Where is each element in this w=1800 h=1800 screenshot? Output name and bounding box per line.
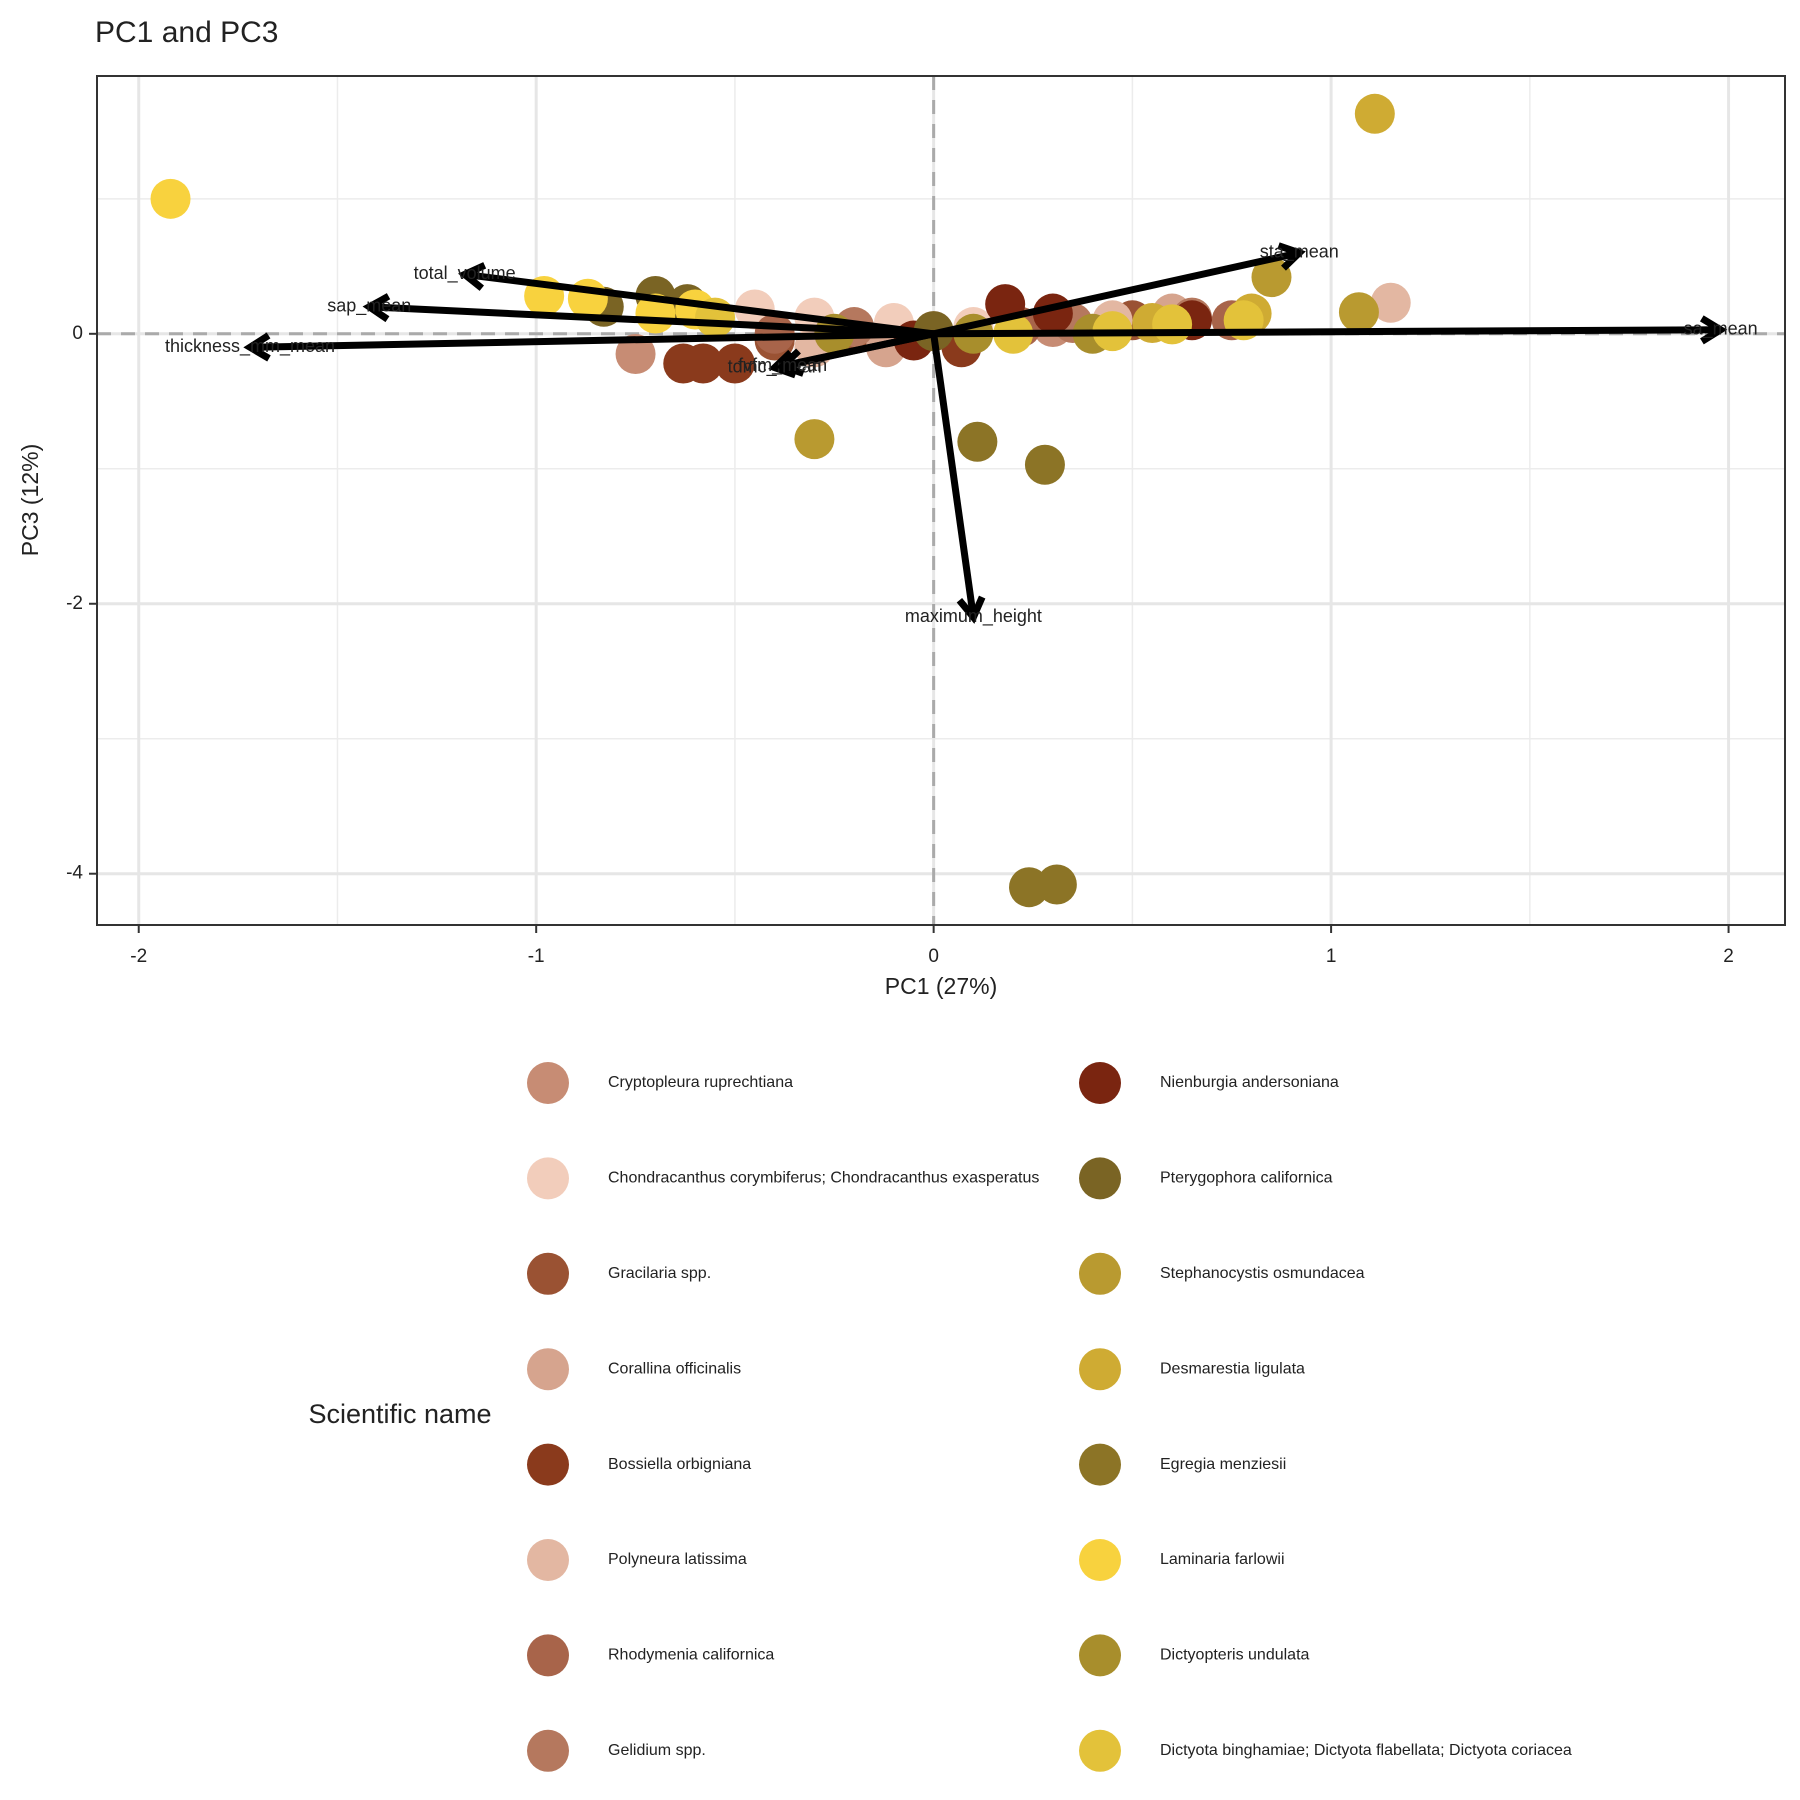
point xyxy=(1024,444,1065,485)
arrow-head xyxy=(1699,315,1728,345)
loading-label: sta_mean xyxy=(1260,242,1339,263)
legend-swatch xyxy=(1079,1729,1121,1772)
legend-swatch xyxy=(1079,1252,1121,1295)
x-tick-label: -2 xyxy=(130,946,147,967)
point xyxy=(794,419,835,460)
legend-label: Cryptopleura ruprechtiana xyxy=(608,1074,793,1091)
legend-label: Dictyopteris undulata xyxy=(1160,1647,1310,1664)
legend-swatch xyxy=(527,1634,569,1677)
x-tick-label: -1 xyxy=(528,946,545,967)
legend-swatch xyxy=(1079,1157,1121,1200)
loading-label: fvfm_mean xyxy=(738,355,827,376)
legend-label: Pterygophora californica xyxy=(1160,1170,1333,1187)
point xyxy=(1251,257,1292,298)
legend-swatch xyxy=(527,1252,569,1295)
arrow-head xyxy=(243,332,271,362)
point xyxy=(1152,304,1193,345)
legend-label: Gelidium spp. xyxy=(608,1742,706,1759)
x-tick-label: 0 xyxy=(928,946,939,967)
arrow-head xyxy=(956,595,986,624)
legend-swatch xyxy=(527,1062,569,1104)
legend-label: Bossiella orbigniana xyxy=(608,1456,751,1473)
legend-label: Nienburgia andersoniana xyxy=(1160,1074,1339,1091)
legend-swatch xyxy=(1079,1539,1121,1581)
legend-swatch xyxy=(1079,1443,1121,1486)
y-tick-label: -4 xyxy=(66,863,83,884)
point xyxy=(1036,864,1077,905)
legend-title: Scientific name xyxy=(308,1399,491,1429)
y-axis-label: PC3 (12%) xyxy=(17,444,43,556)
point xyxy=(615,334,656,375)
arrow-head xyxy=(768,349,797,379)
x-tick-label: 1 xyxy=(1326,946,1337,967)
legend-swatch xyxy=(1079,1348,1121,1391)
legend-swatch xyxy=(1079,1634,1121,1677)
legend-swatch xyxy=(1079,1062,1121,1104)
loading-arrow xyxy=(933,326,1721,338)
chart-title: PC1 and PC3 xyxy=(95,16,278,49)
loading-label: thickness_mm_mean xyxy=(165,336,335,357)
legend-swatch xyxy=(527,1539,569,1581)
loading-arrow xyxy=(930,333,977,618)
point xyxy=(1338,292,1379,333)
legend-label: Polyneura latissima xyxy=(608,1551,747,1568)
point xyxy=(1354,93,1395,134)
loading-label: sa_mean xyxy=(1684,319,1758,340)
y-tick-label: 0 xyxy=(72,323,83,344)
legend-label: Laminaria farlowii xyxy=(1160,1551,1285,1568)
legend-swatch xyxy=(527,1443,569,1486)
point xyxy=(150,178,191,219)
loading-label: sap_mean xyxy=(327,296,411,317)
plot-border xyxy=(96,75,1786,926)
point xyxy=(714,343,755,384)
legend-label: Rhodymenia californica xyxy=(608,1647,774,1664)
loading-arrow xyxy=(932,249,1301,338)
legend-label: Stephanocystis osmundacea xyxy=(1160,1265,1365,1282)
legend-label: Corallina officinalis xyxy=(608,1360,741,1377)
arrow-head xyxy=(1277,242,1306,271)
legend-swatch xyxy=(527,1729,569,1772)
x-axis-label: PC1 (27%) xyxy=(885,973,997,999)
legend-label: Chondracanthus corymbiferus; Chondracant… xyxy=(608,1170,1039,1187)
legend-label: Dictyota binghamiae; Dictyota flabellata… xyxy=(1160,1742,1572,1759)
legend-swatch xyxy=(527,1348,569,1391)
point xyxy=(683,343,724,384)
arrow-head xyxy=(362,293,391,323)
y-tick-label: -2 xyxy=(66,593,83,614)
loading-label: total_volume xyxy=(414,263,516,284)
point xyxy=(567,278,608,319)
legend-label: Egregia menziesii xyxy=(1160,1456,1286,1473)
x-tick-label: 2 xyxy=(1723,946,1734,967)
arrow-head xyxy=(776,348,805,377)
arrow-head xyxy=(458,262,487,291)
point xyxy=(957,421,998,462)
legend-swatch xyxy=(527,1157,569,1200)
legend-label: Gracilaria spp. xyxy=(608,1265,711,1282)
loading-arrow xyxy=(464,270,935,338)
point xyxy=(1370,282,1411,323)
loading-arrow xyxy=(249,330,934,351)
loading-arrow xyxy=(781,330,935,370)
loading-label: maximum_height xyxy=(905,606,1042,627)
legend-label: Desmarestia ligulata xyxy=(1160,1360,1305,1377)
loading-arrow xyxy=(369,303,934,338)
